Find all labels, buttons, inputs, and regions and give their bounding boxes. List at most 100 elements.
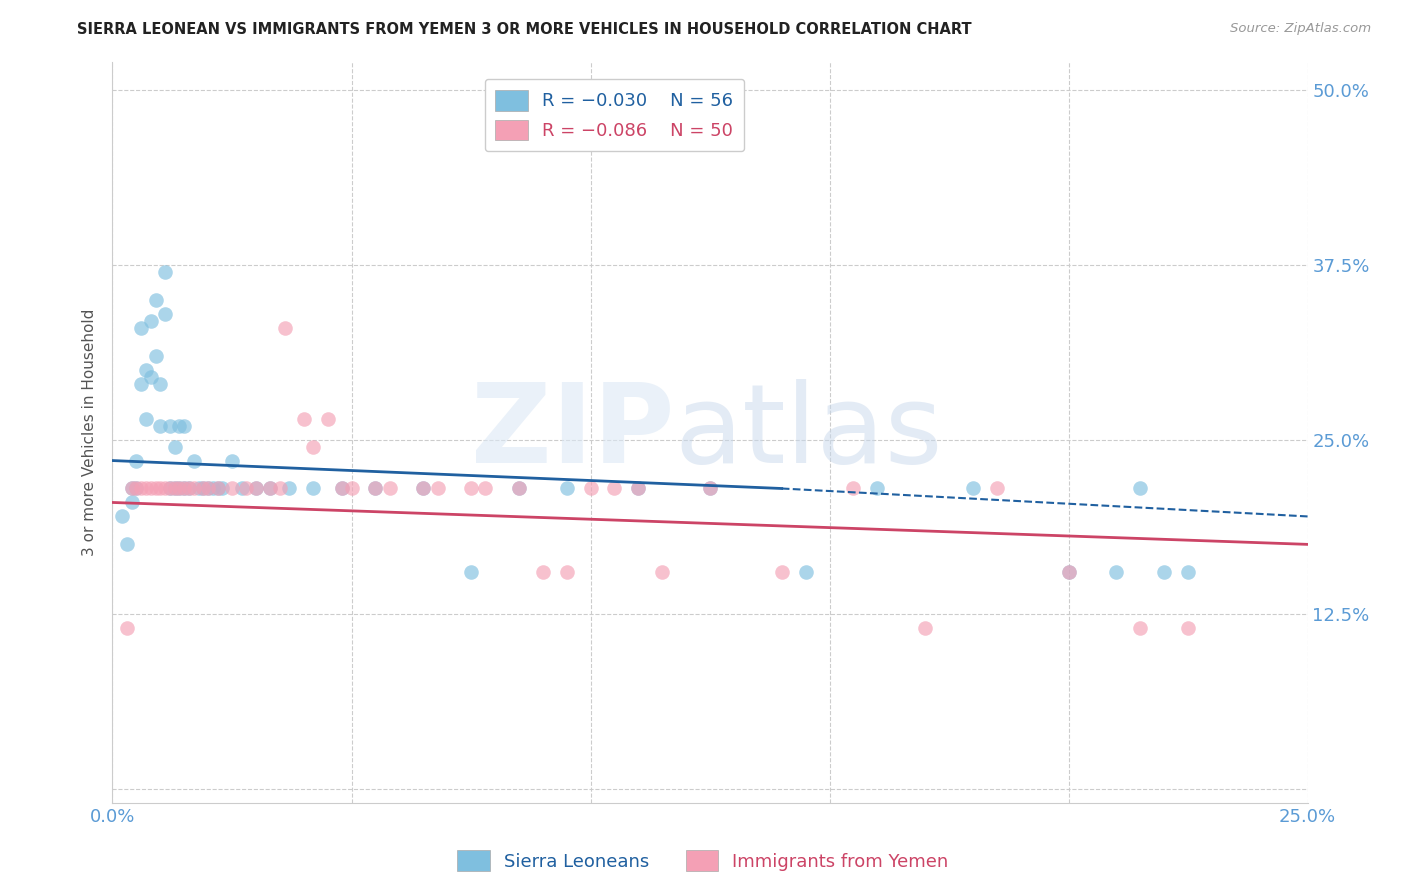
Point: [207, 482, 229, 496]
Point: [125, 482, 148, 496]
Point: [201, 482, 224, 496]
Point: [193, 482, 215, 496]
Point: [177, 482, 200, 496]
Point: [125, 453, 148, 467]
Point: [139, 482, 162, 496]
Text: atlas: atlas: [675, 379, 942, 486]
Point: [139, 369, 162, 384]
Point: [699, 482, 721, 496]
Point: [163, 440, 186, 454]
Point: [183, 482, 205, 496]
Legend: Sierra Leoneans, Immigrants from Yemen: Sierra Leoneans, Immigrants from Yemen: [450, 843, 956, 879]
Point: [129, 482, 152, 496]
Point: [794, 566, 817, 580]
Point: [145, 349, 167, 363]
Point: [149, 376, 172, 391]
Point: [197, 482, 219, 496]
Point: [555, 482, 578, 496]
Point: [627, 482, 650, 496]
Point: [145, 482, 167, 496]
Point: [139, 314, 162, 328]
Point: [1057, 566, 1080, 580]
Point: [111, 509, 134, 524]
Point: [651, 566, 673, 580]
Point: [135, 482, 157, 496]
Point: [235, 482, 257, 496]
Point: [1153, 566, 1175, 580]
Point: [173, 482, 195, 496]
Point: [269, 482, 291, 496]
Point: [115, 621, 138, 635]
Point: [135, 411, 157, 425]
Point: [149, 482, 172, 496]
Point: [278, 482, 301, 496]
Point: [1057, 566, 1080, 580]
Point: [460, 566, 482, 580]
Point: [579, 482, 602, 496]
Point: [221, 453, 243, 467]
Text: Source: ZipAtlas.com: Source: ZipAtlas.com: [1230, 22, 1371, 36]
Legend: R = −0.030    N = 56, R = −0.086    N = 50: R = −0.030 N = 56, R = −0.086 N = 50: [485, 78, 744, 152]
Point: [302, 482, 325, 496]
Point: [426, 482, 449, 496]
Y-axis label: 3 or more Vehicles in Household: 3 or more Vehicles in Household: [82, 309, 97, 557]
Point: [364, 482, 387, 496]
Point: [330, 482, 353, 496]
Point: [1129, 482, 1152, 496]
Point: [627, 482, 650, 496]
Point: [159, 482, 181, 496]
Point: [962, 482, 984, 496]
Point: [149, 418, 172, 433]
Point: [245, 482, 267, 496]
Point: [221, 482, 243, 496]
Point: [207, 482, 229, 496]
Point: [169, 418, 191, 433]
Point: [474, 482, 496, 496]
Point: [163, 482, 186, 496]
Point: [1129, 621, 1152, 635]
Point: [914, 621, 936, 635]
Point: [330, 482, 353, 496]
Point: [193, 482, 215, 496]
Point: [169, 482, 191, 496]
Point: [231, 482, 253, 496]
Point: [378, 482, 401, 496]
Point: [273, 321, 295, 335]
Point: [177, 482, 200, 496]
Point: [508, 482, 530, 496]
Point: [145, 293, 167, 307]
Point: [129, 376, 152, 391]
Point: [259, 482, 281, 496]
Point: [125, 482, 148, 496]
Point: [121, 482, 143, 496]
Point: [173, 482, 195, 496]
Point: [211, 482, 233, 496]
Point: [842, 482, 865, 496]
Point: [531, 566, 554, 580]
Point: [159, 418, 181, 433]
Point: [412, 482, 434, 496]
Text: ZIP: ZIP: [471, 379, 675, 486]
Point: [183, 453, 205, 467]
Point: [770, 566, 793, 580]
Point: [699, 482, 721, 496]
Point: [135, 363, 157, 377]
Point: [187, 482, 209, 496]
Point: [316, 411, 339, 425]
Point: [121, 482, 143, 496]
Point: [460, 482, 482, 496]
Point: [302, 440, 325, 454]
Text: SIERRA LEONEAN VS IMMIGRANTS FROM YEMEN 3 OR MORE VEHICLES IN HOUSEHOLD CORRELAT: SIERRA LEONEAN VS IMMIGRANTS FROM YEMEN …: [77, 22, 972, 37]
Point: [866, 482, 889, 496]
Point: [986, 482, 1008, 496]
Point: [603, 482, 626, 496]
Point: [508, 482, 530, 496]
Point: [121, 495, 143, 509]
Point: [555, 566, 578, 580]
Point: [1177, 566, 1199, 580]
Point: [245, 482, 267, 496]
Point: [259, 482, 281, 496]
Point: [1177, 621, 1199, 635]
Point: [1105, 566, 1128, 580]
Point: [173, 418, 195, 433]
